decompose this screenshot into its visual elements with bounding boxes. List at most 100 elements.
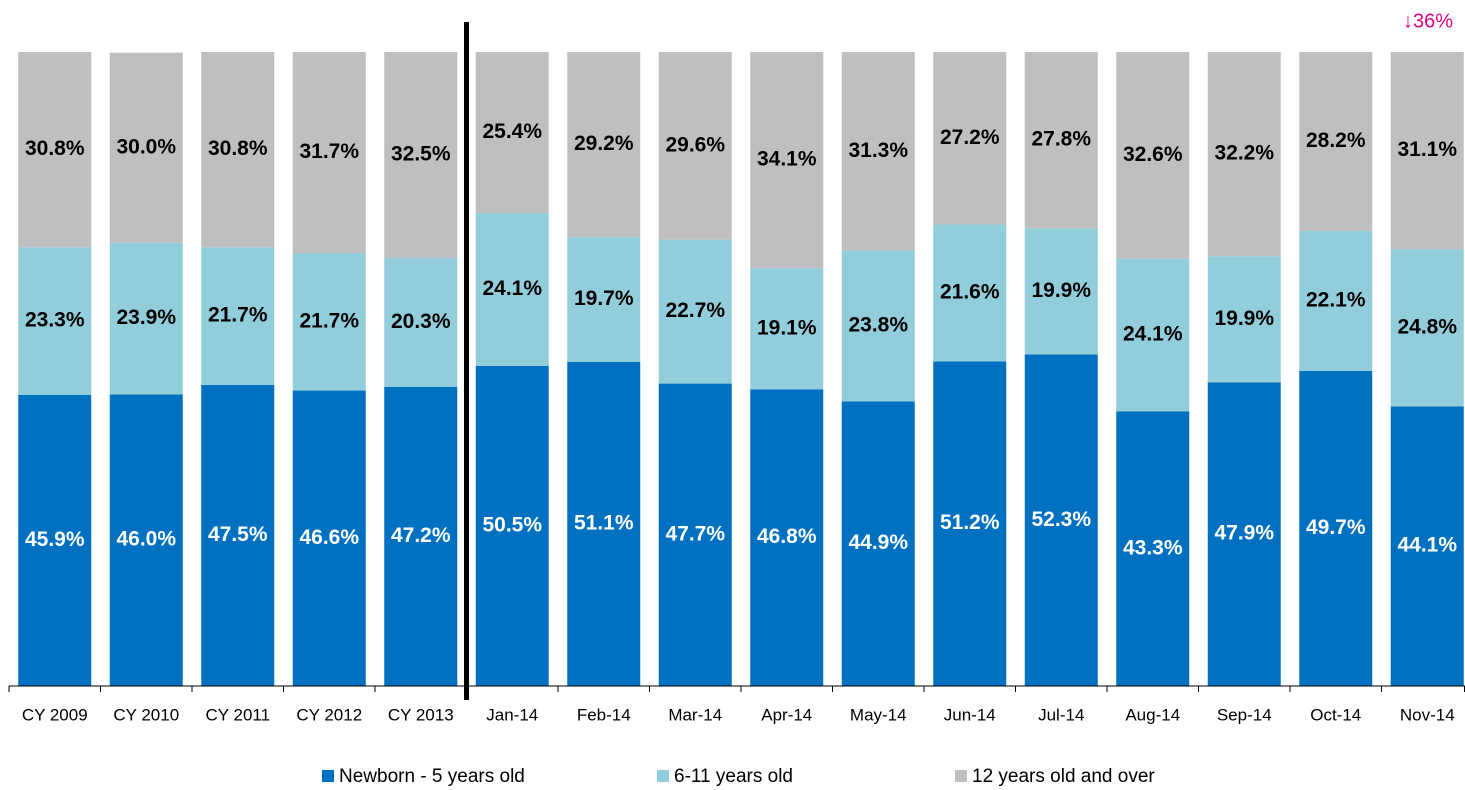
data-label: 52.3% (1031, 508, 1091, 531)
data-label: 25.4% (482, 120, 542, 143)
data-label: 19.1% (757, 316, 817, 339)
data-label: 47.7% (665, 522, 725, 545)
x-tick-label: May-14 (850, 705, 907, 724)
data-label: 43.3% (1123, 536, 1183, 559)
data-label: 30.0% (116, 135, 176, 158)
x-tick-label: CY 2011 (205, 705, 270, 724)
bar-segment (18, 394, 92, 686)
bar-segment (750, 389, 824, 686)
data-label: 20.3% (391, 310, 451, 333)
bar-segment (1116, 411, 1190, 686)
bar-segment (292, 52, 366, 253)
x-tick-label: Jan-14 (486, 705, 538, 724)
x-tick-label: Aug-14 (1125, 705, 1180, 724)
data-label: 19.9% (1031, 279, 1091, 302)
x-tick-label: Oct-14 (1310, 705, 1361, 724)
bar-segment (567, 52, 641, 238)
data-label: 51.2% (940, 511, 1000, 534)
x-tick-label: Feb-14 (577, 705, 631, 724)
x-tick-label: CY 2013 (388, 705, 454, 724)
bar-segment (1299, 230, 1373, 371)
bar-segment (750, 268, 824, 390)
bar-segment (933, 52, 1007, 225)
data-label: 47.2% (391, 524, 451, 547)
legend-label: 12 years old and over (972, 766, 1155, 787)
data-label: 30.8% (25, 137, 85, 160)
bar-segment (1024, 228, 1098, 355)
bar-segment (658, 239, 732, 384)
data-label: 22.1% (1306, 288, 1366, 311)
bar-segment (1116, 52, 1190, 259)
bar-segment (1207, 52, 1281, 257)
bar-segment (658, 383, 732, 686)
data-label: 31.7% (299, 140, 359, 163)
data-label: 44.1% (1397, 534, 1457, 557)
data-label: 45.9% (25, 528, 85, 551)
bar-segment (201, 247, 275, 385)
legend-swatch (322, 770, 334, 782)
x-tick-label: Apr-14 (761, 705, 812, 724)
data-label: 23.9% (116, 306, 176, 329)
data-label: 21.7% (299, 309, 359, 332)
legend-swatch (955, 770, 967, 782)
data-label: 32.6% (1123, 143, 1183, 166)
data-label: 31.3% (848, 139, 908, 162)
data-label: 28.2% (1306, 129, 1366, 152)
data-label: 47.9% (1214, 522, 1274, 545)
bar-segment (1207, 382, 1281, 686)
annotation: ↓36% (1403, 10, 1453, 32)
x-tick-label: Jul-14 (1038, 705, 1084, 724)
bar-segment (292, 390, 366, 686)
bar-segment (1299, 370, 1373, 686)
x-tick-label: Nov-14 (1400, 705, 1455, 724)
x-tick-label: Sep-14 (1217, 705, 1272, 724)
data-label: 21.6% (940, 280, 1000, 303)
bar-segment (475, 365, 549, 686)
data-label: 49.7% (1306, 516, 1366, 539)
bar-segment (384, 386, 458, 686)
bar-segment (1116, 258, 1190, 412)
bar-segment (841, 401, 915, 686)
data-label: 34.1% (757, 148, 817, 171)
legend-label: 6-11 years old (674, 766, 793, 787)
bar-segment (1024, 52, 1098, 229)
bar-segment (567, 362, 641, 686)
data-label: 29.6% (665, 133, 725, 156)
data-label: 46.0% (116, 528, 176, 551)
bar-segment (109, 394, 183, 686)
bar-segment (1390, 249, 1464, 407)
bar-segment (109, 242, 183, 395)
x-tick-label: Jun-14 (944, 705, 996, 724)
bar-segment (18, 52, 92, 248)
bar-segment (475, 213, 549, 366)
bar-segment (109, 52, 183, 243)
legend-swatch (657, 770, 669, 782)
x-tick-label: CY 2009 (22, 705, 88, 724)
data-label: 24.8% (1397, 315, 1457, 338)
bar-segment (18, 247, 92, 395)
bar-segment (201, 52, 275, 248)
bar-segment (841, 250, 915, 402)
bar-segment (567, 237, 641, 363)
data-label: 24.1% (1123, 323, 1183, 346)
bar-segment (1390, 406, 1464, 686)
data-label: 32.2% (1214, 142, 1274, 165)
bar-segment (384, 52, 458, 259)
data-label: 46.8% (757, 525, 817, 548)
bar-segment (841, 52, 915, 251)
data-label: 19.9% (1214, 307, 1274, 330)
bar-segment (933, 224, 1007, 362)
bar-segment (1390, 52, 1464, 250)
data-label: 27.2% (940, 126, 1000, 149)
bar-segment (1299, 52, 1373, 231)
data-label: 44.9% (848, 531, 908, 554)
data-label: 51.1% (574, 512, 634, 535)
bar-segment (201, 384, 275, 686)
data-label: 23.8% (848, 313, 908, 336)
data-label: 19.7% (574, 287, 634, 310)
data-label: 47.5% (208, 523, 268, 546)
x-tick-label: CY 2010 (113, 705, 179, 724)
bar-segment (1207, 256, 1281, 383)
data-label: 23.3% (25, 309, 85, 332)
